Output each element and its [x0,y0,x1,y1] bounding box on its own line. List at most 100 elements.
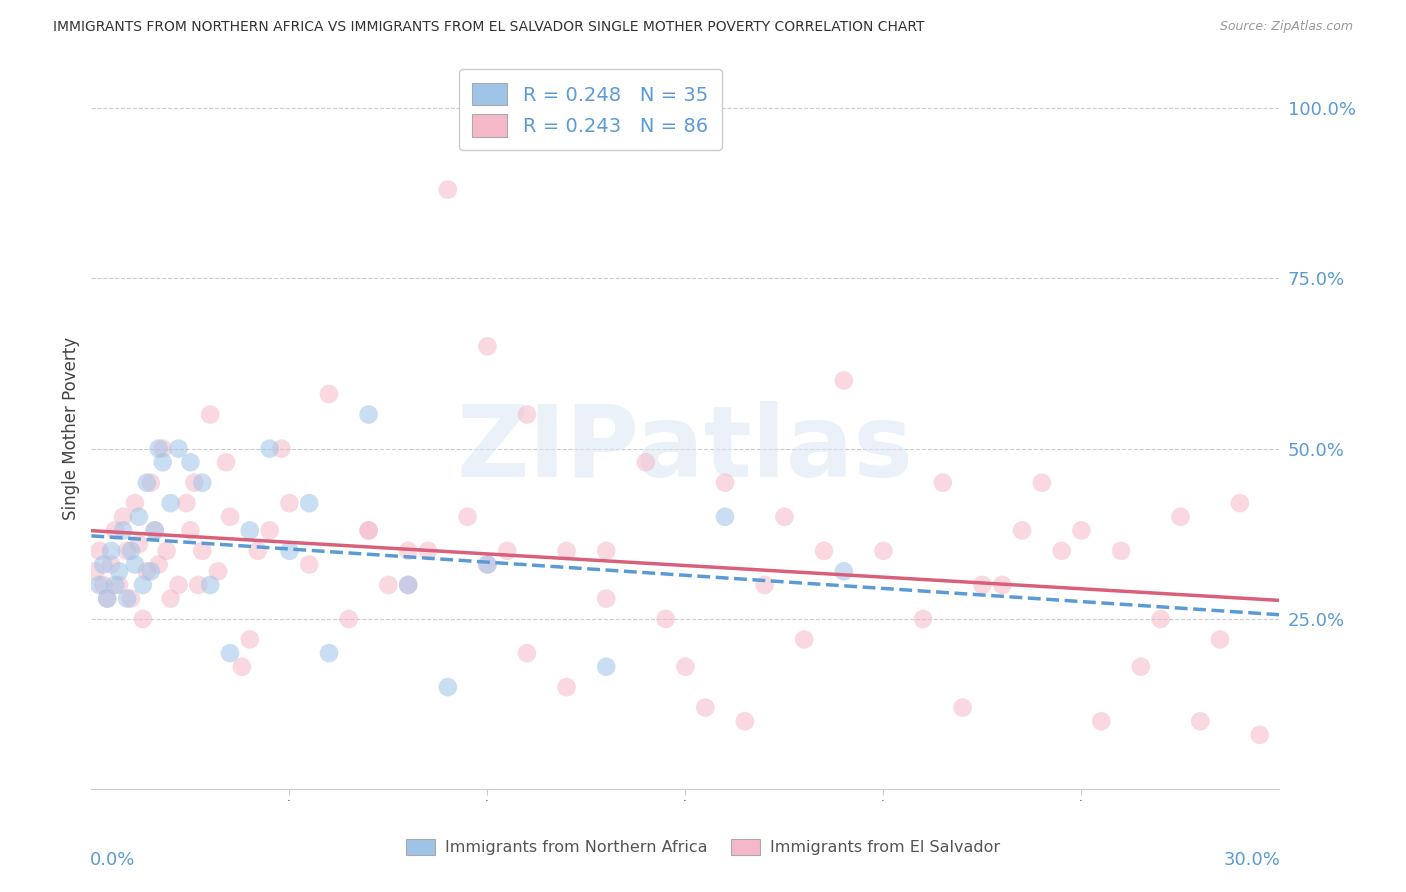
Point [112,509,135,524]
Point [179,455,201,469]
Point [298,558,321,572]
Point [159,496,181,510]
Point [396,578,419,592]
Point [219,646,242,660]
Point [516,408,538,422]
Point [108,578,131,592]
Point [124,496,146,510]
Point [911,612,934,626]
Point [357,524,380,538]
Point [357,524,380,538]
Point [112,524,135,538]
Point [477,558,499,572]
Point [714,475,737,490]
Point [128,537,150,551]
Point [832,374,855,388]
Point [595,591,617,606]
Point [1109,544,1132,558]
Point [714,509,737,524]
Point [516,646,538,660]
Point [457,509,479,524]
Point [89,578,111,592]
Text: Source: ZipAtlas.com: Source: ZipAtlas.com [1219,20,1353,33]
Point [179,524,201,538]
Point [167,442,190,456]
Point [152,442,174,456]
Point [754,578,776,592]
Point [191,544,214,558]
Point [96,591,118,606]
Point [555,680,578,694]
Point [1050,544,1073,558]
Point [972,578,994,592]
Point [377,578,399,592]
Point [100,558,122,572]
Point [176,496,198,510]
Point [187,578,209,592]
Point [183,475,205,490]
Point [156,544,179,558]
Point [246,544,269,558]
Point [231,659,253,673]
Point [200,408,222,422]
Point [270,442,292,456]
Point [357,408,380,422]
Point [734,714,756,729]
Point [239,524,262,538]
Point [91,578,114,592]
Point [436,680,458,694]
Point [1070,524,1092,538]
Text: ZIPatlas: ZIPatlas [457,401,914,499]
Point [793,632,815,647]
Point [135,564,157,578]
Point [124,558,146,572]
Point [104,524,127,538]
Point [298,496,321,510]
Point [773,509,796,524]
Point [191,475,214,490]
Point [207,564,229,578]
Text: 0.0%: 0.0% [90,851,135,869]
Point [89,544,111,558]
Point [120,544,142,558]
Point [115,544,138,558]
Point [555,544,578,558]
Point [135,475,157,490]
Point [100,544,122,558]
Point [120,591,142,606]
Point [132,578,155,592]
Point [108,564,131,578]
Point [167,578,190,592]
Point [932,475,955,490]
Point [200,578,222,592]
Point [278,544,301,558]
Point [259,442,281,456]
Point [239,632,262,647]
Point [1150,612,1173,626]
Point [654,612,676,626]
Point [673,659,696,673]
Point [991,578,1014,592]
Point [1031,475,1053,490]
Point [416,544,439,558]
Point [139,475,162,490]
Point [115,591,138,606]
Point [278,496,301,510]
Point [1249,728,1271,742]
Point [477,339,499,353]
Point [872,544,894,558]
Point [259,524,281,538]
Point [143,524,166,538]
Text: 30.0%: 30.0% [1223,851,1281,869]
Point [496,544,519,558]
Y-axis label: Single Mother Poverty: Single Mother Poverty [62,336,80,520]
Point [96,591,118,606]
Point [91,558,114,572]
Point [148,558,170,572]
Point [1011,524,1033,538]
Legend: R = 0.248   N = 35, R = 0.243   N = 86: R = 0.248 N = 35, R = 0.243 N = 86 [458,70,721,150]
Point [132,612,155,626]
Point [1170,509,1192,524]
Point [396,544,419,558]
Point [219,509,242,524]
